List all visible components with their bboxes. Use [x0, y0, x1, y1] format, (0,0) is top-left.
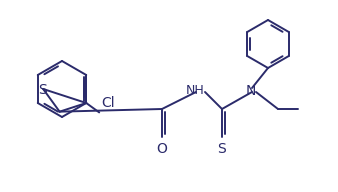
Text: S: S	[218, 142, 226, 156]
Text: NH: NH	[186, 84, 204, 98]
Text: Cl: Cl	[101, 96, 115, 110]
Text: S: S	[38, 83, 47, 97]
Text: O: O	[156, 142, 167, 156]
Text: N: N	[246, 84, 256, 98]
